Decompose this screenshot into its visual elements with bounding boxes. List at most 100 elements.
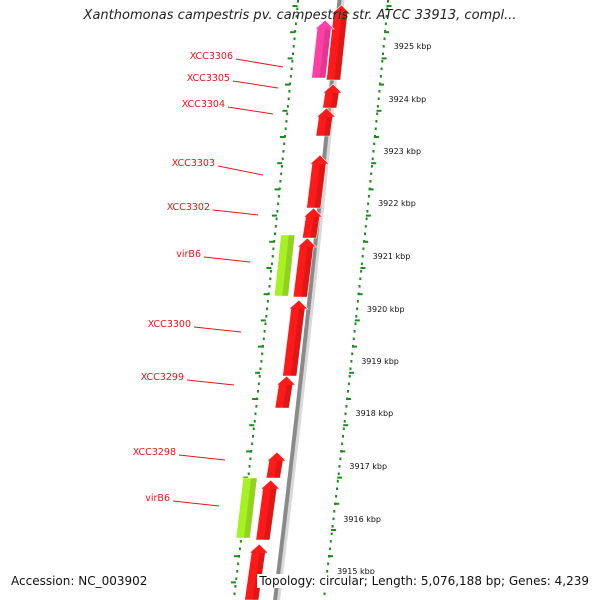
ring-dot <box>350 360 353 363</box>
ring-dot <box>361 255 364 258</box>
outer-dotted-ring <box>323 0 392 596</box>
ring-dot <box>380 67 383 71</box>
ring-dot <box>274 232 276 236</box>
ring-tick <box>357 293 363 296</box>
ring-dot <box>280 172 283 176</box>
kbp-tick-label: 3915 kbp <box>337 567 375 576</box>
ring-dot <box>333 510 336 513</box>
ring-dot <box>342 427 345 431</box>
ring-dot <box>278 187 281 191</box>
ring-tick <box>376 109 382 112</box>
gene-shade <box>274 461 283 478</box>
ring-dot <box>263 330 266 333</box>
ring-dot <box>359 277 362 281</box>
ring-tick <box>365 214 371 217</box>
ring-dot <box>337 472 340 476</box>
gene-shade <box>314 164 326 208</box>
ring-tick <box>360 267 366 269</box>
gene-label: XCC3305 <box>187 73 230 84</box>
ring-tick <box>354 319 360 322</box>
gene-shade <box>301 247 314 297</box>
ring-dot <box>364 225 367 228</box>
ring-dot <box>379 75 382 78</box>
kbp-tick-label: 3921 kbp <box>373 252 411 261</box>
ring-dot <box>338 465 341 468</box>
ring-dot <box>378 90 381 93</box>
ring-dot <box>284 135 286 138</box>
gene-red <box>322 83 343 109</box>
ring-dot <box>289 82 292 86</box>
ring-dot <box>371 157 374 161</box>
gene-red <box>292 237 318 298</box>
ring-dot <box>366 210 369 213</box>
gene-label: XCC3298 <box>133 447 176 458</box>
ring-tick <box>230 581 236 584</box>
gene-leader-line <box>178 454 226 461</box>
ring-dot <box>253 420 256 423</box>
ring-tick <box>271 214 277 217</box>
ring-dot <box>330 532 333 536</box>
ring-dot <box>252 435 254 438</box>
ring-dot <box>283 142 286 146</box>
ring-dot <box>356 307 359 311</box>
ring-dot <box>259 367 262 371</box>
ring-dot <box>275 217 278 221</box>
ring-dot <box>369 180 372 183</box>
ring-tick <box>290 31 296 34</box>
gene-label: XCC3303 <box>172 158 215 169</box>
ring-dot <box>387 0 389 3</box>
ring-dot <box>344 412 347 416</box>
gene-pink <box>311 19 335 79</box>
kbp-tick-label: 3924 kbp <box>389 95 427 104</box>
ring-tick <box>234 555 239 558</box>
ring-tick <box>249 424 255 427</box>
gene-shade <box>290 309 305 376</box>
ring-dot <box>352 337 355 341</box>
kbp-tick-label: 3923 kbp <box>383 147 421 156</box>
ring-dot <box>367 195 370 198</box>
inner-dotted-ring <box>230 0 299 596</box>
gene-shade <box>283 385 293 408</box>
ring-dot <box>367 202 370 206</box>
ring-dot <box>385 15 388 18</box>
ring-dot <box>375 120 378 123</box>
accession-text: Accession: NC_003902 <box>9 574 150 588</box>
ring-dot <box>294 30 297 33</box>
ring-dot <box>250 450 253 453</box>
ring-dot <box>326 570 329 573</box>
ring-dot <box>270 262 273 266</box>
ring-tick <box>373 136 379 138</box>
ring-tick <box>379 83 384 86</box>
ring-dot <box>277 202 280 206</box>
ring-dot <box>284 127 287 131</box>
ring-tick <box>279 136 285 138</box>
ring-dot <box>373 142 376 146</box>
ring-dot <box>382 45 385 48</box>
ring-dot <box>295 15 298 18</box>
ring-tick <box>255 371 261 374</box>
ring-dot <box>269 277 272 281</box>
ring-dot <box>277 195 280 198</box>
kbp-tick-label: 3922 kbp <box>378 199 416 208</box>
ring-dot <box>327 562 330 566</box>
gene-red <box>302 207 324 239</box>
ring-dot <box>354 322 357 326</box>
ring-dot <box>345 405 348 408</box>
kbp-tick-label: 3917 kbp <box>349 462 387 471</box>
ring-dot <box>365 217 368 221</box>
ring-tick <box>346 398 352 400</box>
gene-label: XCC3306 <box>190 51 233 62</box>
ring-dot <box>264 322 267 326</box>
ring-dot <box>323 592 326 596</box>
ring-dot <box>336 487 338 491</box>
gene-label: XCC3299 <box>141 372 184 383</box>
gene-green <box>273 234 296 297</box>
kbp-tick-label: 3925 kbp <box>394 42 432 51</box>
ring-dot <box>280 165 283 168</box>
ring-dot <box>235 577 238 581</box>
ring-dot <box>343 420 346 423</box>
ring-dot <box>262 345 264 348</box>
gene-shade <box>319 29 332 78</box>
gene-green <box>235 477 258 539</box>
ring-dot <box>265 315 268 318</box>
